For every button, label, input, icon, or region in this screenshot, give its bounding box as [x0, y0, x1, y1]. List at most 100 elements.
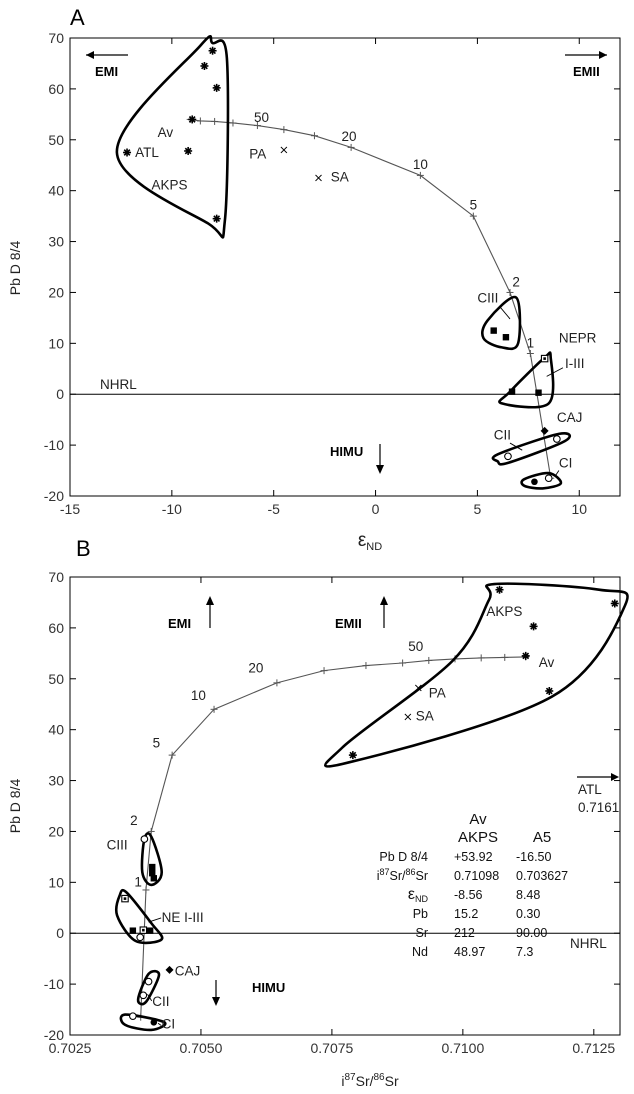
himu-label: HIMU: [330, 444, 363, 459]
y-tick-label: 50: [48, 671, 64, 687]
point-nepr-i-iii-open-square-dot: [543, 357, 546, 360]
panel-b: B 0.7025 0.7050 0.7075 0.7100 0.7125 -20 -10 0 1…: [7, 536, 629, 1089]
y-tick-label: 40: [48, 722, 64, 738]
y-tick-label: 30: [48, 773, 64, 789]
cii-label: CII: [494, 428, 511, 443]
table-row-name-part: i: [377, 869, 380, 883]
point-akps-star-core: [210, 48, 215, 53]
mixing-curve-label: 2: [512, 274, 520, 289]
point-ci-circle-marker: [531, 478, 538, 486]
x-tick-label: -5: [267, 501, 280, 517]
point-ci-open-circle-marker: [544, 474, 553, 483]
y-tick-label: 60: [48, 81, 64, 97]
point-sa-cross-marker: [404, 713, 412, 721]
cii-label-b: CII: [152, 994, 169, 1009]
point-caj-diamond-marker: [165, 965, 174, 974]
emii-label-b: EMII: [335, 616, 362, 631]
point-sa-cross-stroke: [315, 174, 322, 182]
point-akps-star-marker: [545, 686, 554, 695]
panel-a-frame: [69, 37, 621, 497]
point-akps-star-marker: [212, 214, 221, 223]
nepr-i-iii-label-leader: [546, 367, 564, 377]
table-row-name: εND: [408, 886, 429, 904]
nepr-label: NEPR: [559, 330, 597, 345]
y-tick-label: -10: [44, 437, 64, 453]
table-cell-akps: -8.56: [454, 888, 483, 902]
point-pa-cross-stroke: [414, 684, 422, 692]
point-atl-star-core: [125, 150, 129, 155]
table-row-name-sub: ND: [415, 894, 428, 904]
cii-label-b-leader: [147, 994, 153, 1002]
field-ne-i-iii: [114, 888, 164, 945]
mixing-curve-label: 1: [134, 874, 142, 889]
mixing-curve: [140, 656, 526, 1018]
pa-label: PA: [249, 147, 266, 162]
emii-label: EMII: [573, 64, 600, 79]
atl-value: 0.7161: [578, 800, 619, 815]
point-av-star-marker: [521, 651, 530, 660]
table-cell-akps: 0.71098: [454, 869, 499, 883]
point-pa-cross-stroke: [280, 146, 288, 154]
ci-label-leader: [554, 470, 560, 477]
point-cii-open-circle-marker: [553, 435, 561, 443]
point-akps-star-core: [497, 587, 502, 592]
point-ne-i-iii-open-square-dot: [123, 897, 127, 900]
point-ne-i-iii-open-circle-marker: [136, 933, 145, 942]
panel-b-y-axis-label: Pb D 8/4: [7, 779, 23, 834]
mixing-curve-label: 10: [413, 157, 428, 172]
point-akps-star-marker: [529, 622, 538, 631]
x-tick-label: -15: [60, 501, 80, 517]
mixing-curve-label: 50: [254, 110, 269, 125]
point-akps-star-marker: [184, 146, 193, 155]
x-tick-label: 0.7025: [49, 1040, 92, 1056]
point-ciii-square-marker: [490, 327, 497, 334]
nepr-i-iii-label: I-III: [565, 356, 585, 371]
point-av-star-marker: [188, 115, 197, 124]
ci-label-b-leader: [157, 1022, 162, 1026]
point-ne-i-iii-open-square-dot: [142, 928, 145, 932]
x-tick-label: 0.7125: [572, 1040, 615, 1056]
point-akps-star-marker: [348, 751, 357, 760]
y-tick-label: -10: [44, 976, 64, 992]
table-row-name: Pb D 8/4: [379, 850, 428, 864]
ciii-label: CIII: [477, 291, 498, 306]
mixing-curve-label: 20: [342, 129, 357, 144]
point-cii-open-circle-marker: [504, 452, 512, 461]
point-caj-diamond-marker: [540, 426, 549, 435]
point-pa-cross-marker: [280, 146, 288, 154]
caj-label: CAJ: [557, 410, 583, 425]
point-ne-i-iii-square-marker: [146, 927, 154, 934]
atl-label: ATL: [135, 145, 159, 160]
point-akps-star-marker: [610, 599, 619, 608]
table-row-name: Pb: [413, 907, 428, 921]
x-tick-label: -10: [162, 501, 182, 517]
ciii-label-b: CIII: [107, 837, 128, 852]
table-row-name: Nd: [412, 945, 428, 959]
table-row-name-sup: 86: [405, 867, 415, 877]
table-cell-a5: -16.50: [516, 850, 551, 864]
point-nepr-i-iii-square-marker: [508, 388, 516, 395]
y-tick-label: 0: [56, 925, 64, 941]
y-tick-label: 10: [48, 335, 64, 351]
point-sa-cross-marker: [315, 174, 322, 182]
field-ci: [520, 471, 563, 490]
av-label: Av: [158, 125, 174, 140]
sa-label-b: SA: [416, 709, 434, 724]
emii-arrowhead-b-icon: [380, 596, 388, 605]
atl-arrowhead-b-icon: [611, 773, 619, 781]
table-cell-akps: 15.2: [454, 907, 478, 921]
point-atl-star-marker: [123, 148, 132, 157]
table-cell-a5: 0.703627: [516, 869, 568, 883]
x-tick-label: 0: [372, 501, 380, 517]
table-cell-akps: +53.92: [454, 850, 493, 864]
table-row-name-part: ε: [408, 886, 415, 903]
point-akps-star-core: [531, 624, 536, 629]
y-tick-label: -20: [44, 1027, 64, 1043]
ne-i-iii-label: NE I-III: [162, 910, 204, 925]
point-ciii-open-circle-marker: [140, 835, 149, 843]
field-akps: [115, 34, 230, 239]
mixing-curve-label: 1: [527, 335, 535, 350]
point-cii-open-circle-marker: [144, 977, 153, 986]
table-col1-header: AKPS: [458, 829, 498, 846]
